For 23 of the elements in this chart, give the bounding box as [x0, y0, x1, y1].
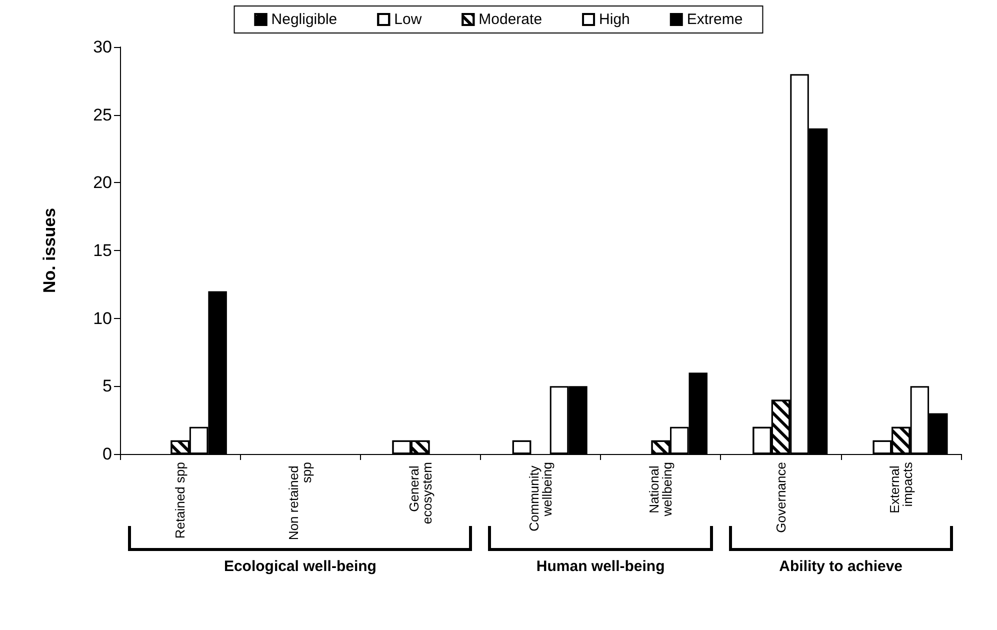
- legend-label: Negligible: [271, 11, 338, 28]
- x-tick-label: National wellbeing: [646, 462, 675, 518]
- y-tick-label: 30: [93, 38, 112, 56]
- x-tick-label: Governance: [773, 462, 788, 533]
- y-tick-label: 10: [93, 308, 112, 328]
- text: Human well-being: [535, 558, 666, 575]
- x-tick-label: Retained spp: [172, 462, 188, 539]
- x-tick-label: Non retained spp: [286, 462, 314, 540]
- legend-label: Extreme: [686, 11, 743, 28]
- x-tick-label: External impacts: [886, 462, 915, 514]
- y-tick-label: 0: [102, 444, 112, 464]
- y-tick-label: 20: [93, 173, 112, 192]
- legend-label: Moderate: [478, 11, 542, 28]
- text: Ability to achieve: [778, 558, 904, 575]
- legend-label: High: [599, 11, 630, 28]
- y-tick-label: 5: [102, 376, 112, 396]
- x-tick-label: Community wellbeing: [526, 462, 554, 532]
- text: Ecological well-being: [222, 558, 378, 575]
- y-tick-label: 25: [93, 105, 112, 124]
- y-tick-label: 15: [93, 241, 112, 260]
- x-tick-label: General ecosystem: [406, 462, 434, 524]
- y-axis-title: No. issues: [40, 208, 59, 294]
- legend-label: Low: [394, 11, 422, 28]
